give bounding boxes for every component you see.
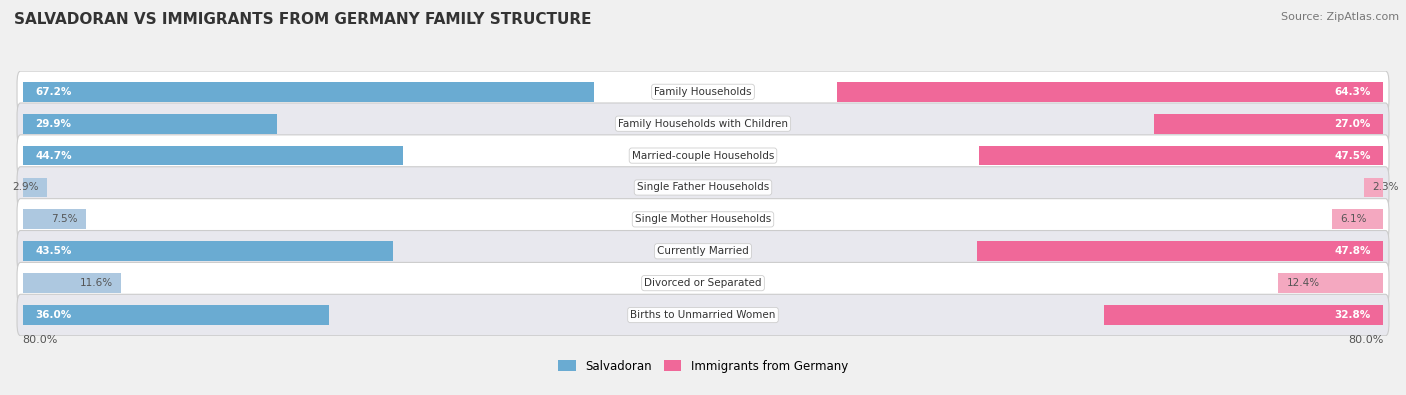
Text: 36.0%: 36.0%	[35, 310, 72, 320]
Bar	[22, 209, 86, 229]
Text: Family Households with Children: Family Households with Children	[619, 119, 787, 129]
Text: Family Households: Family Households	[654, 87, 752, 97]
Bar	[22, 146, 402, 166]
FancyBboxPatch shape	[17, 71, 1389, 113]
Text: 32.8%: 32.8%	[1334, 310, 1371, 320]
FancyBboxPatch shape	[17, 231, 1389, 272]
Text: SALVADORAN VS IMMIGRANTS FROM GERMANY FAMILY STRUCTURE: SALVADORAN VS IMMIGRANTS FROM GERMANY FA…	[14, 12, 592, 27]
Text: Births to Unmarried Women: Births to Unmarried Women	[630, 310, 776, 320]
Text: 47.5%: 47.5%	[1334, 150, 1371, 161]
Bar	[837, 82, 1384, 102]
Text: 64.3%: 64.3%	[1334, 87, 1371, 97]
Bar	[1154, 114, 1384, 134]
FancyBboxPatch shape	[17, 199, 1389, 240]
Bar	[22, 241, 392, 261]
Text: Single Father Households: Single Father Households	[637, 182, 769, 192]
Bar	[1105, 305, 1384, 325]
Text: 6.1%: 6.1%	[1340, 214, 1367, 224]
Text: 29.9%: 29.9%	[35, 119, 72, 129]
Bar	[22, 273, 121, 293]
Bar	[22, 114, 277, 134]
Text: Single Mother Households: Single Mother Households	[636, 214, 770, 224]
Text: 2.3%: 2.3%	[1372, 182, 1399, 192]
Bar	[1278, 273, 1384, 293]
Text: 11.6%: 11.6%	[80, 278, 112, 288]
Bar	[22, 82, 595, 102]
Text: 67.2%: 67.2%	[35, 87, 72, 97]
FancyBboxPatch shape	[17, 294, 1389, 336]
Text: 2.9%: 2.9%	[13, 182, 39, 192]
Text: 27.0%: 27.0%	[1334, 119, 1371, 129]
FancyBboxPatch shape	[17, 103, 1389, 145]
Text: 80.0%: 80.0%	[1348, 335, 1384, 345]
Bar	[977, 241, 1384, 261]
Bar	[1331, 209, 1384, 229]
Text: 47.8%: 47.8%	[1334, 246, 1371, 256]
Text: 80.0%: 80.0%	[22, 335, 58, 345]
Text: Divorced or Separated: Divorced or Separated	[644, 278, 762, 288]
Bar	[22, 305, 329, 325]
Text: 12.4%: 12.4%	[1286, 278, 1320, 288]
Text: Married-couple Households: Married-couple Households	[631, 150, 775, 161]
Text: 44.7%: 44.7%	[35, 150, 72, 161]
Text: Currently Married: Currently Married	[657, 246, 749, 256]
Bar	[22, 178, 48, 198]
Legend: Salvadoran, Immigrants from Germany: Salvadoran, Immigrants from Germany	[554, 355, 852, 378]
Text: 43.5%: 43.5%	[35, 246, 72, 256]
Text: Source: ZipAtlas.com: Source: ZipAtlas.com	[1281, 12, 1399, 22]
Text: 7.5%: 7.5%	[52, 214, 77, 224]
Bar	[1364, 178, 1384, 198]
FancyBboxPatch shape	[17, 262, 1389, 304]
Bar	[980, 146, 1384, 166]
FancyBboxPatch shape	[17, 135, 1389, 176]
FancyBboxPatch shape	[17, 167, 1389, 208]
